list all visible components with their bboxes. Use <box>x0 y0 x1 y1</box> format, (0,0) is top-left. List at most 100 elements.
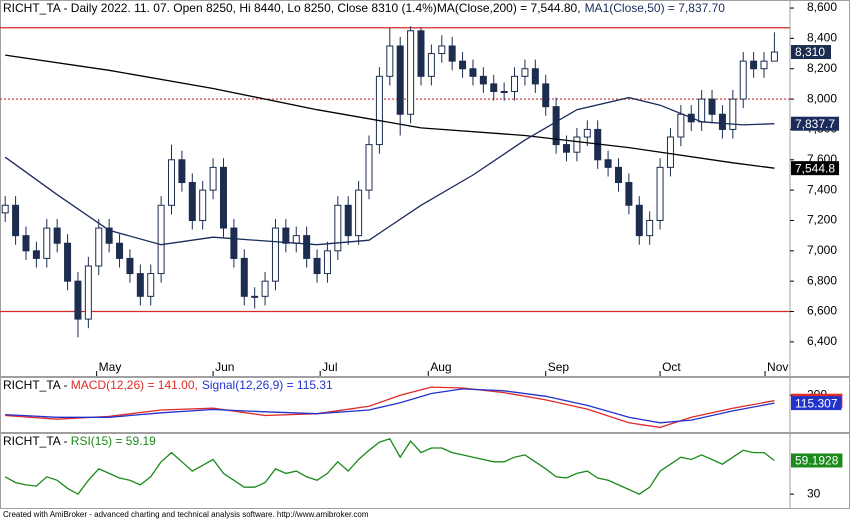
y-tick-label: 6,400 <box>807 334 837 348</box>
x-tick-label: Nov <box>767 360 788 374</box>
candle-body <box>199 189 207 221</box>
candle-body <box>105 227 113 244</box>
candle-body <box>178 159 186 184</box>
candle-body <box>770 51 778 62</box>
y-tick-label: 7,200 <box>807 213 837 227</box>
candle-body <box>64 242 72 282</box>
candle-body <box>511 75 519 92</box>
candle-body <box>677 113 685 138</box>
x-tick-label: Sep <box>548 360 570 374</box>
candle-body <box>760 60 768 70</box>
series-line <box>4 438 775 496</box>
last-value-label: 7,837.7 <box>795 117 835 131</box>
candle-body <box>396 45 404 115</box>
x-tick-label: Jul <box>322 360 337 374</box>
candle-body <box>230 227 238 259</box>
candle-body <box>490 83 498 92</box>
footer: Created with AmiBroker - advanced charti… <box>3 510 369 519</box>
candle-body <box>459 60 467 70</box>
candle-body <box>313 257 321 275</box>
series-line <box>4 96 775 246</box>
candle-body <box>168 159 176 206</box>
candle-body <box>1 204 9 214</box>
candle-body <box>43 227 51 259</box>
y-tick-label: 8,000 <box>807 91 837 105</box>
last-close-label: 8,310 <box>795 45 825 59</box>
candle-body <box>729 98 737 130</box>
last-value-label: 115.307 <box>795 396 838 410</box>
y-tick-label: 8,200 <box>807 61 837 75</box>
series-line <box>5 386 775 429</box>
candle-body <box>479 75 487 85</box>
candle-body <box>625 182 633 206</box>
candle-body <box>542 83 550 108</box>
candle-body <box>334 204 342 252</box>
candle-body <box>157 204 165 275</box>
y-tick-label: 7,400 <box>807 182 837 196</box>
pane-title: RICHT_TA - Daily 2022. 11. 07. Open 8250… <box>3 1 725 15</box>
candle-body <box>448 45 456 62</box>
candle-body <box>303 235 311 259</box>
candle-body <box>261 280 269 297</box>
candle-body <box>739 60 747 100</box>
candle-body <box>375 75 383 146</box>
candle-body <box>188 182 196 221</box>
candle-body <box>251 295 259 298</box>
candle-body <box>32 250 40 259</box>
candle-body <box>521 68 529 77</box>
candle-body <box>604 159 612 168</box>
x-tick-label: May <box>99 360 122 374</box>
candle-body <box>84 265 92 320</box>
candle-body <box>666 136 674 168</box>
candle-body <box>531 68 539 85</box>
candle-body <box>417 30 425 77</box>
candle-body <box>656 166 664 221</box>
last-value-label-box <box>791 161 840 176</box>
candle-body <box>22 235 30 252</box>
last-value-label: 59.1928 <box>795 454 839 468</box>
last-value-label-box <box>791 116 840 131</box>
last-value-label-box <box>791 453 843 468</box>
candle-body <box>53 227 61 244</box>
candle-body <box>323 250 331 275</box>
legend-entry: Signal(12,26,9) = 115.31 <box>202 378 333 392</box>
candle-body <box>386 45 394 77</box>
y-tick-label: 6,600 <box>807 304 837 318</box>
x-tick-label: Jun <box>215 360 234 374</box>
legend-entry: MA1(Close,50) = 7,837.70 <box>585 1 726 15</box>
candle-body <box>427 53 435 77</box>
candle-body <box>407 30 415 115</box>
x-tick-label: Aug <box>430 360 451 374</box>
series-line <box>5 54 775 169</box>
series-line <box>5 388 775 424</box>
title-text: RICHT_TA - <box>3 434 71 448</box>
candle-body <box>240 257 248 297</box>
candle-body <box>147 273 155 297</box>
candle-body <box>708 98 716 115</box>
pane-title: RICHT_TA - MACD(12,26) = 141.00, Signal(1… <box>3 378 333 392</box>
candle-body <box>563 144 571 153</box>
candle-body <box>750 60 758 70</box>
candle-body <box>219 166 227 229</box>
candle-body <box>573 136 581 153</box>
last-value-label: 7,544.8 <box>795 161 835 175</box>
candle-body <box>126 257 134 275</box>
candle-body <box>271 227 279 282</box>
candle-body <box>292 235 300 244</box>
candle-body <box>500 90 508 93</box>
candle-body <box>614 166 622 184</box>
y-tick-label: 6,800 <box>807 273 837 287</box>
last-value-label-box <box>791 396 842 411</box>
candle-body <box>469 68 477 77</box>
x-tick-label: Oct <box>662 360 681 374</box>
pane-title: RICHT_TA - RSI(15) = 59.19 <box>3 434 156 448</box>
candle-body <box>698 98 706 123</box>
candle-body <box>12 204 20 237</box>
candle-body <box>282 227 290 244</box>
y-tick-label: 8,600 <box>807 0 837 14</box>
candle-body <box>355 189 363 237</box>
candle-body <box>116 242 124 259</box>
candle-body <box>136 273 144 297</box>
